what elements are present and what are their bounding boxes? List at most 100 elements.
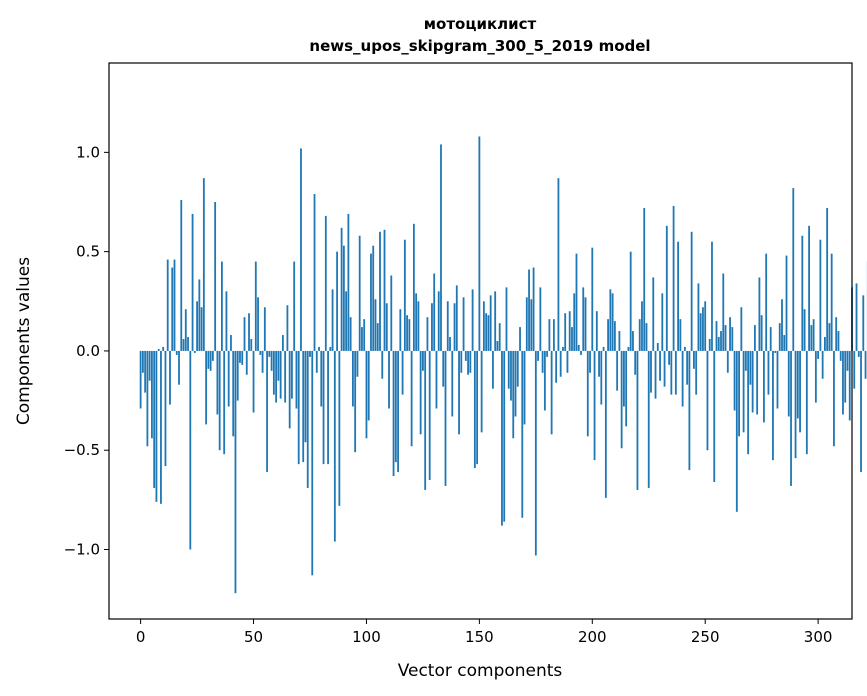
bar-221 (638, 319, 641, 351)
bar-271 (751, 350, 754, 413)
bar-77 (313, 194, 316, 351)
bar-191 (571, 327, 573, 351)
bar-198 (586, 350, 589, 437)
bar-80 (320, 350, 323, 407)
bar-255 (715, 321, 718, 351)
bar-113 (394, 350, 397, 463)
bar-27 (200, 307, 203, 351)
bar-132 (437, 291, 440, 351)
bar-78 (315, 350, 318, 373)
bar-19 (182, 339, 185, 351)
bar-207 (607, 319, 609, 351)
bar-289 (792, 188, 795, 351)
bar-304 (826, 207, 829, 351)
bar-264 (735, 350, 738, 512)
bar-50 (252, 350, 255, 413)
bar-152 (482, 301, 485, 351)
bar-70 (297, 350, 300, 465)
bar-40 (230, 335, 232, 351)
bar-106 (379, 231, 381, 351)
x-tick-label: 150 (465, 628, 494, 646)
bar-140 (455, 285, 458, 351)
bar-293 (801, 235, 804, 351)
bar-123 (417, 301, 420, 351)
bar-180 (546, 350, 549, 357)
bar-109 (385, 303, 388, 351)
bar-33 (214, 202, 217, 351)
bar-290 (794, 350, 797, 459)
bar-122 (415, 293, 418, 351)
bar-220 (636, 350, 639, 490)
bar-262 (731, 327, 734, 351)
bar-169 (521, 350, 524, 518)
bar-239 (679, 319, 682, 351)
bar-107 (381, 350, 384, 379)
bar-242 (686, 350, 689, 385)
bar-223 (643, 207, 646, 351)
bar-7 (155, 350, 158, 502)
bar-155 (489, 295, 492, 351)
bar-190 (568, 311, 571, 351)
bar-26 (198, 279, 201, 351)
bar-143 (462, 297, 465, 351)
bar-277 (765, 253, 768, 351)
bar-42 (234, 350, 237, 594)
bar-137 (449, 337, 451, 351)
bar-136 (446, 301, 449, 351)
bar-266 (740, 307, 743, 351)
bar-179 (543, 350, 546, 411)
bar-300 (817, 350, 820, 359)
bar-117 (403, 239, 406, 351)
bar-3 (146, 350, 149, 447)
bar-294 (803, 309, 806, 351)
bar-286 (785, 255, 788, 351)
bar-129 (431, 303, 433, 351)
y-tick-label: −1.0 (64, 541, 100, 559)
bar-4 (148, 350, 151, 381)
bar-104 (374, 299, 377, 351)
bar-145 (467, 350, 469, 375)
bar-321 (864, 350, 867, 379)
bar-160 (501, 350, 503, 526)
x-axis: 0 50 100 150 200 250 300 (136, 619, 832, 646)
bar-68 (293, 261, 296, 351)
bar-297 (810, 325, 813, 351)
bar-251 (706, 350, 709, 451)
bar-32 (211, 350, 214, 361)
bar-256 (717, 337, 720, 351)
bar-241 (683, 346, 686, 351)
bar-188 (564, 313, 567, 351)
bar-16 (175, 350, 178, 355)
bar-203 (598, 350, 600, 377)
bar-219 (634, 350, 637, 375)
bar-41 (232, 350, 235, 437)
bar-46 (243, 317, 246, 351)
bar-259 (724, 325, 727, 351)
bar-150 (478, 136, 481, 351)
bar-28 (202, 178, 205, 351)
bar-305 (828, 323, 831, 351)
bar-61 (277, 350, 280, 381)
bar-278 (767, 350, 770, 395)
bar-270 (749, 350, 752, 385)
bar-74 (306, 350, 309, 488)
bar-202 (595, 311, 598, 351)
bar-165 (512, 350, 515, 439)
bar-52 (257, 297, 259, 351)
bar-23 (191, 213, 194, 351)
bar-215 (625, 350, 628, 427)
bar-317 (855, 283, 858, 351)
bar-83 (327, 350, 329, 465)
bar-166 (514, 350, 517, 417)
bar-59 (272, 350, 275, 395)
bar-213 (620, 350, 623, 449)
bar-173 (530, 299, 533, 351)
bar-210 (613, 321, 616, 351)
bar-86 (333, 350, 336, 542)
bar-205 (602, 346, 605, 351)
bar-79 (318, 346, 320, 351)
bar-208 (609, 289, 612, 351)
bar-87 (336, 251, 338, 351)
bar-282 (776, 350, 779, 409)
